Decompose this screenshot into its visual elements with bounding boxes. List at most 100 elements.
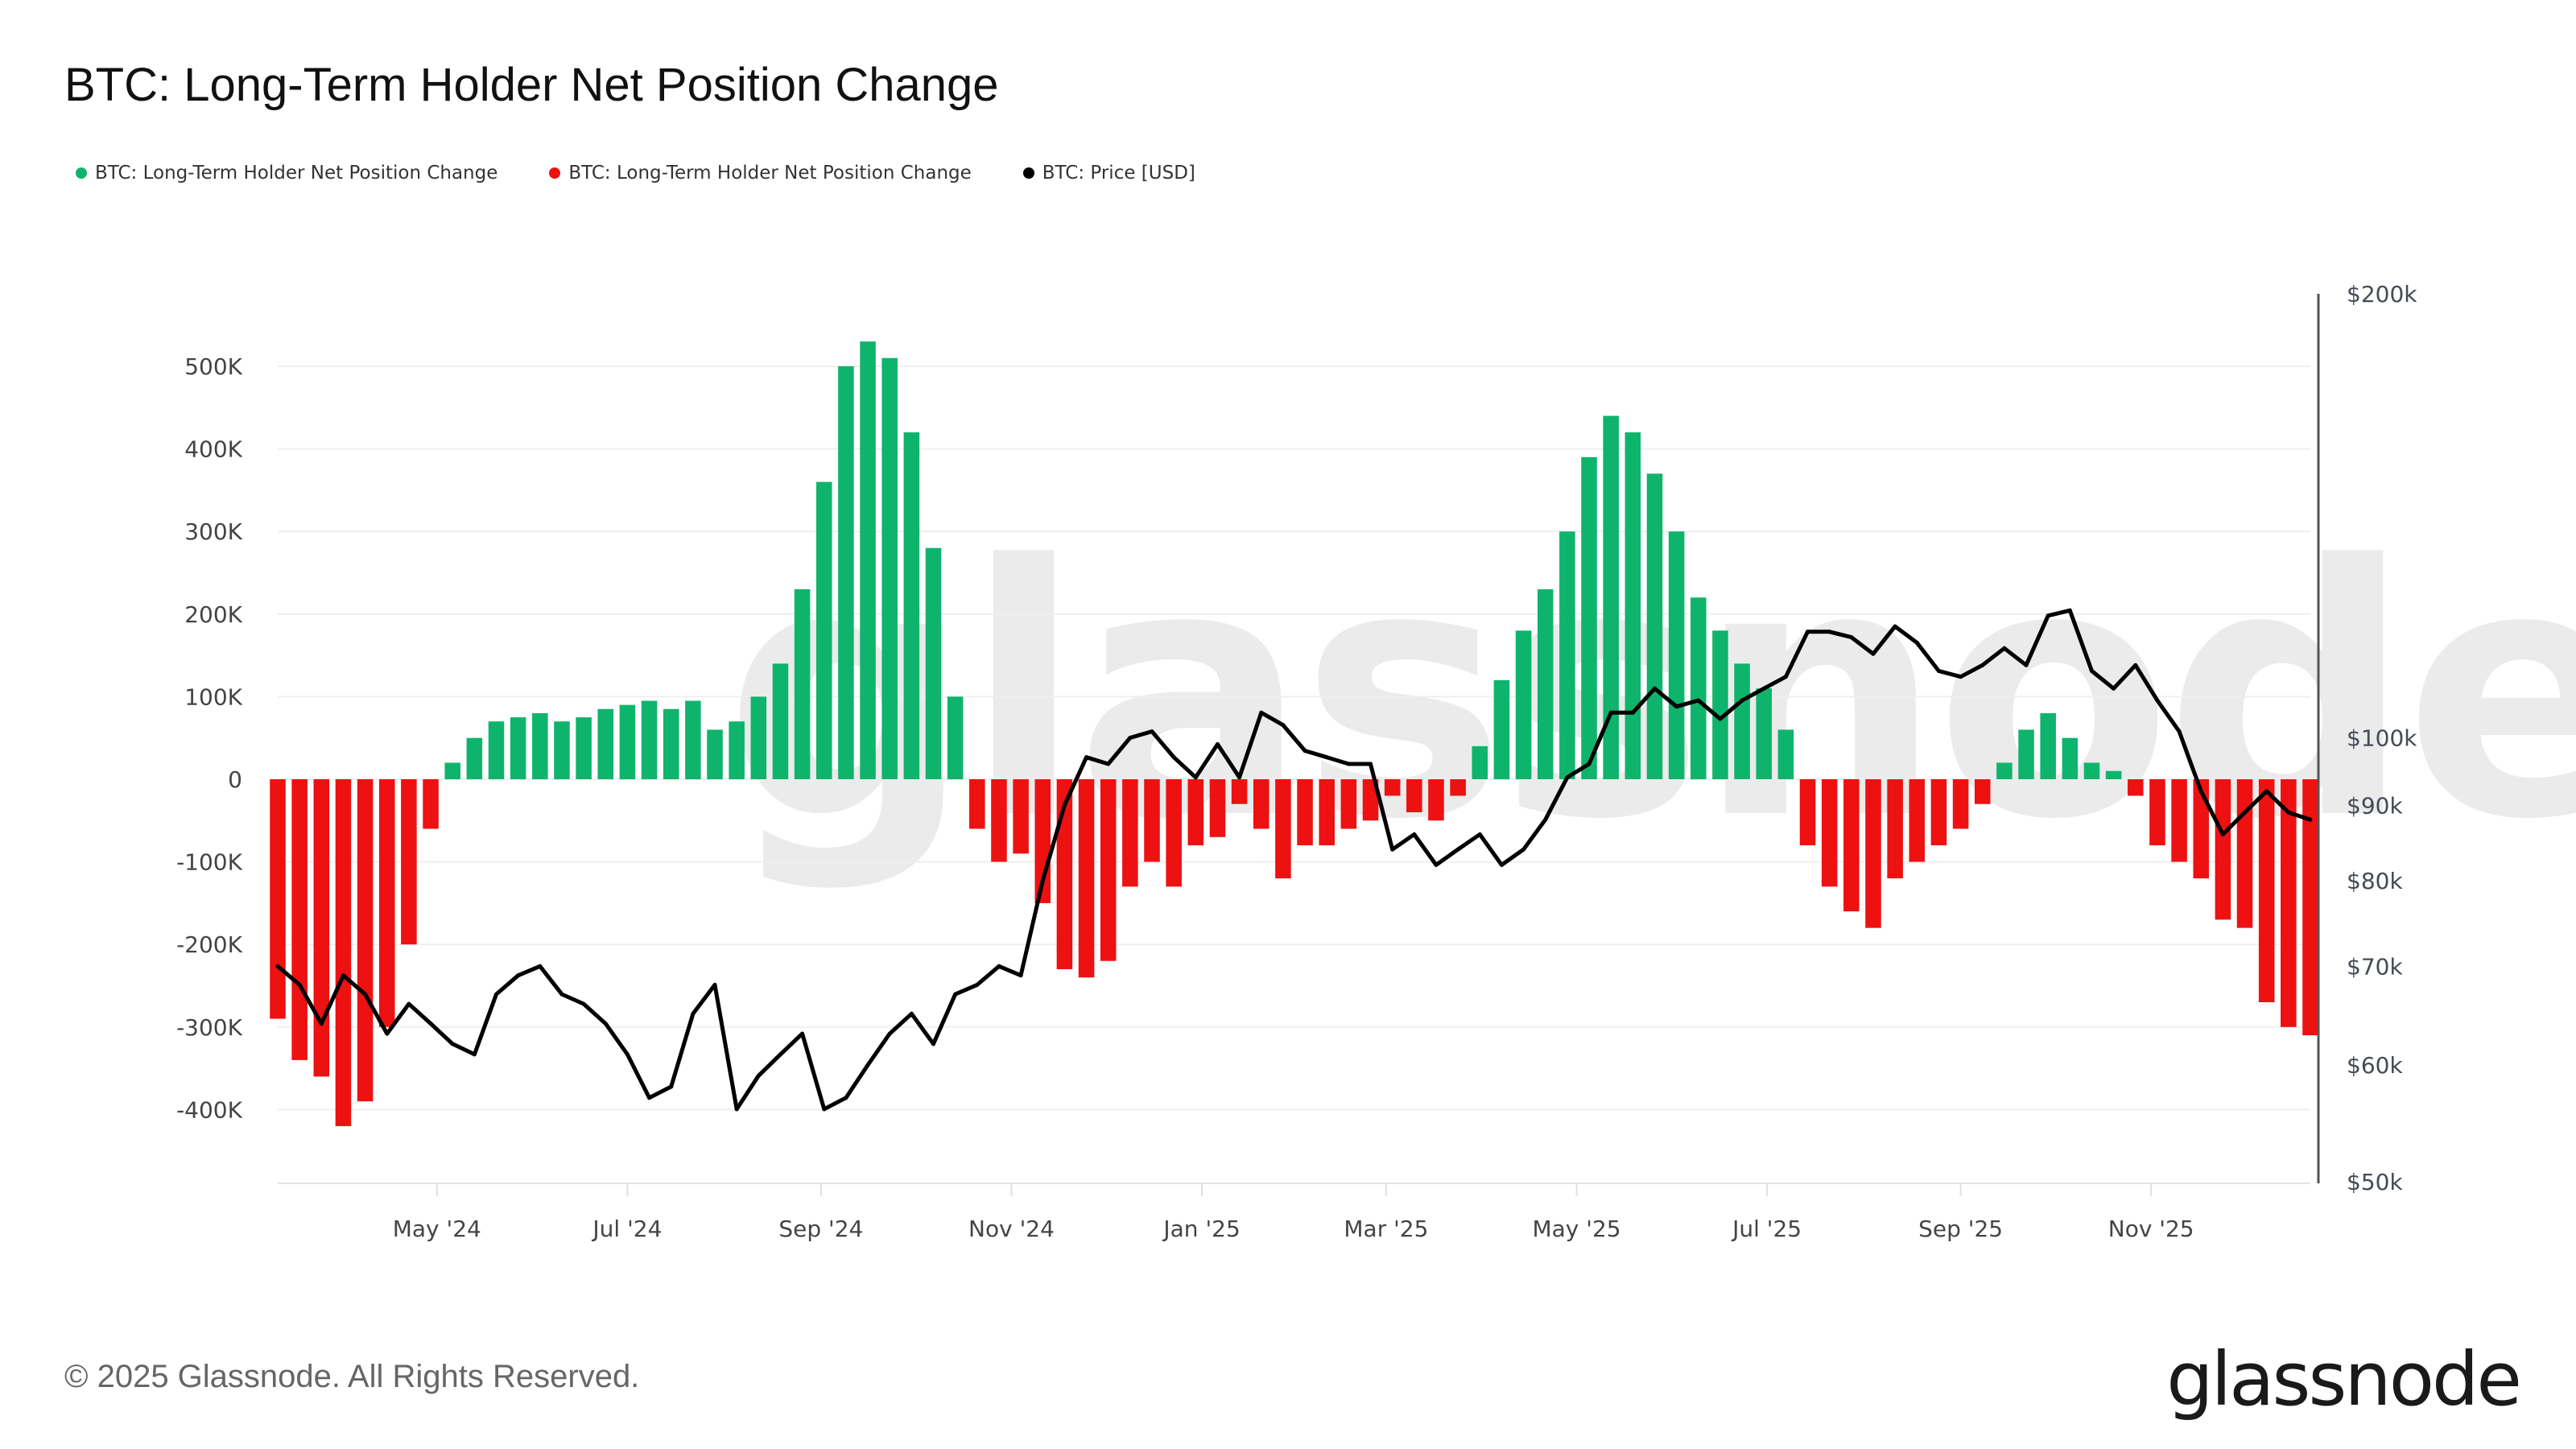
bar-negative: [1297, 779, 1313, 846]
price-point: [2264, 789, 2269, 794]
bar-negative: [357, 779, 374, 1102]
price-point: [2002, 646, 2007, 650]
copyright: © 2025 Glassnode. All Rights Reserved.: [64, 1359, 640, 1394]
price-point: [428, 1022, 433, 1026]
bar-positive: [1581, 456, 1597, 779]
price-point: [559, 992, 564, 997]
bar-negative: [335, 779, 352, 1126]
price-point: [1630, 710, 1635, 715]
price-point: [1718, 716, 1723, 721]
legend-item-lth-negative[interactable]: BTC: Long-Term Holder Net Position Chang…: [549, 163, 972, 184]
price-point: [712, 982, 717, 987]
price-point: [997, 964, 1001, 968]
price-point: [1674, 704, 1679, 709]
bar-positive: [2105, 770, 2122, 779]
bar-positive: [707, 729, 723, 779]
legend-item-lth-positive[interactable]: BTC: Long-Term Holder Net Position Chang…: [76, 163, 497, 184]
bar-positive: [2083, 762, 2100, 779]
bar-negative: [1144, 779, 1160, 862]
price-point: [2089, 668, 2094, 673]
bar-negative: [1865, 779, 1881, 928]
bar-negative: [1821, 779, 1838, 887]
bar-negative: [378, 779, 395, 1027]
bar-negative: [1406, 779, 1422, 813]
bar-negative: [2149, 779, 2165, 846]
bar-negative: [1319, 779, 1335, 846]
bar-negative: [2215, 779, 2231, 920]
price-point: [1871, 651, 1876, 656]
price-point: [1652, 686, 1657, 691]
grid: [278, 365, 2310, 1111]
bar-negative: [291, 779, 308, 1060]
bar-positive: [1777, 729, 1794, 779]
bar-negative: [969, 779, 985, 829]
price-point: [800, 1031, 805, 1036]
x-tick-label: Jul '24: [591, 1216, 662, 1242]
bar-positive: [1624, 432, 1641, 779]
price-point: [516, 973, 521, 978]
legend-dot-black: [1022, 167, 1034, 179]
bar-positive: [2018, 729, 2034, 779]
price-point: [363, 992, 368, 997]
bar-positive: [947, 696, 964, 779]
bar-positive: [1734, 663, 1750, 779]
price-point: [1827, 630, 1832, 634]
price-point: [734, 1107, 739, 1112]
bar-negative: [1340, 779, 1357, 829]
bar-positive: [838, 366, 854, 779]
y-tick-label: -400K: [176, 1096, 243, 1123]
y-tick-label: -300K: [176, 1014, 243, 1041]
bar-positive: [1712, 630, 1728, 779]
price-point: [2220, 832, 2225, 837]
bar-positive: [597, 708, 614, 779]
price-tick-label: $90k: [2347, 792, 2403, 819]
price-point: [1128, 736, 1133, 740]
y-tick-label: -200K: [176, 931, 243, 958]
bar-positive: [619, 704, 636, 779]
bar-positive: [925, 547, 942, 779]
price-point: [756, 1073, 761, 1078]
price-point: [909, 1011, 914, 1016]
price-point: [2177, 729, 2182, 734]
price-point: [1084, 755, 1089, 760]
price-point: [297, 982, 302, 987]
bar-negative: [1231, 779, 1248, 804]
price-point: [2112, 686, 2116, 691]
price-point: [2243, 810, 2248, 815]
price-point: [1914, 640, 1919, 645]
y-tick-label: 100K: [184, 683, 242, 710]
bar-negative: [991, 779, 1007, 862]
bar-positive: [1472, 745, 1488, 779]
price-point: [341, 973, 345, 978]
bar-positive: [576, 717, 592, 779]
bar-positive: [1756, 688, 1773, 779]
price-point: [1324, 755, 1329, 760]
y-tick-label: 500K: [184, 353, 242, 380]
legend-item-price[interactable]: BTC: Price [USD]: [1022, 163, 1195, 184]
price-point: [931, 1042, 936, 1046]
bar-positive: [1690, 597, 1707, 779]
bar-positive: [685, 700, 701, 779]
price-tick-label: $60k: [2347, 1052, 2403, 1079]
price-point: [2067, 608, 2072, 613]
price-point: [1980, 663, 1985, 667]
price-point: [494, 992, 499, 997]
x-tick-label: May '25: [1532, 1216, 1620, 1242]
price-tick-label: $70k: [2347, 953, 2403, 980]
price-point: [647, 1096, 652, 1100]
price-point: [319, 1022, 324, 1026]
bar-negative: [1952, 779, 1969, 829]
bar-negative: [1013, 779, 1029, 854]
bar-positive: [532, 712, 548, 779]
bar-positive: [510, 717, 526, 779]
price-point: [1237, 775, 1242, 780]
price-point: [1696, 698, 1701, 703]
price-point: [581, 1001, 586, 1006]
price-point: [625, 1052, 630, 1057]
price-point: [1434, 862, 1439, 867]
price-point: [1106, 762, 1111, 766]
x-tick-label: Jul '25: [1731, 1216, 1802, 1242]
price-point: [538, 964, 543, 968]
bar-negative: [1056, 779, 1073, 969]
